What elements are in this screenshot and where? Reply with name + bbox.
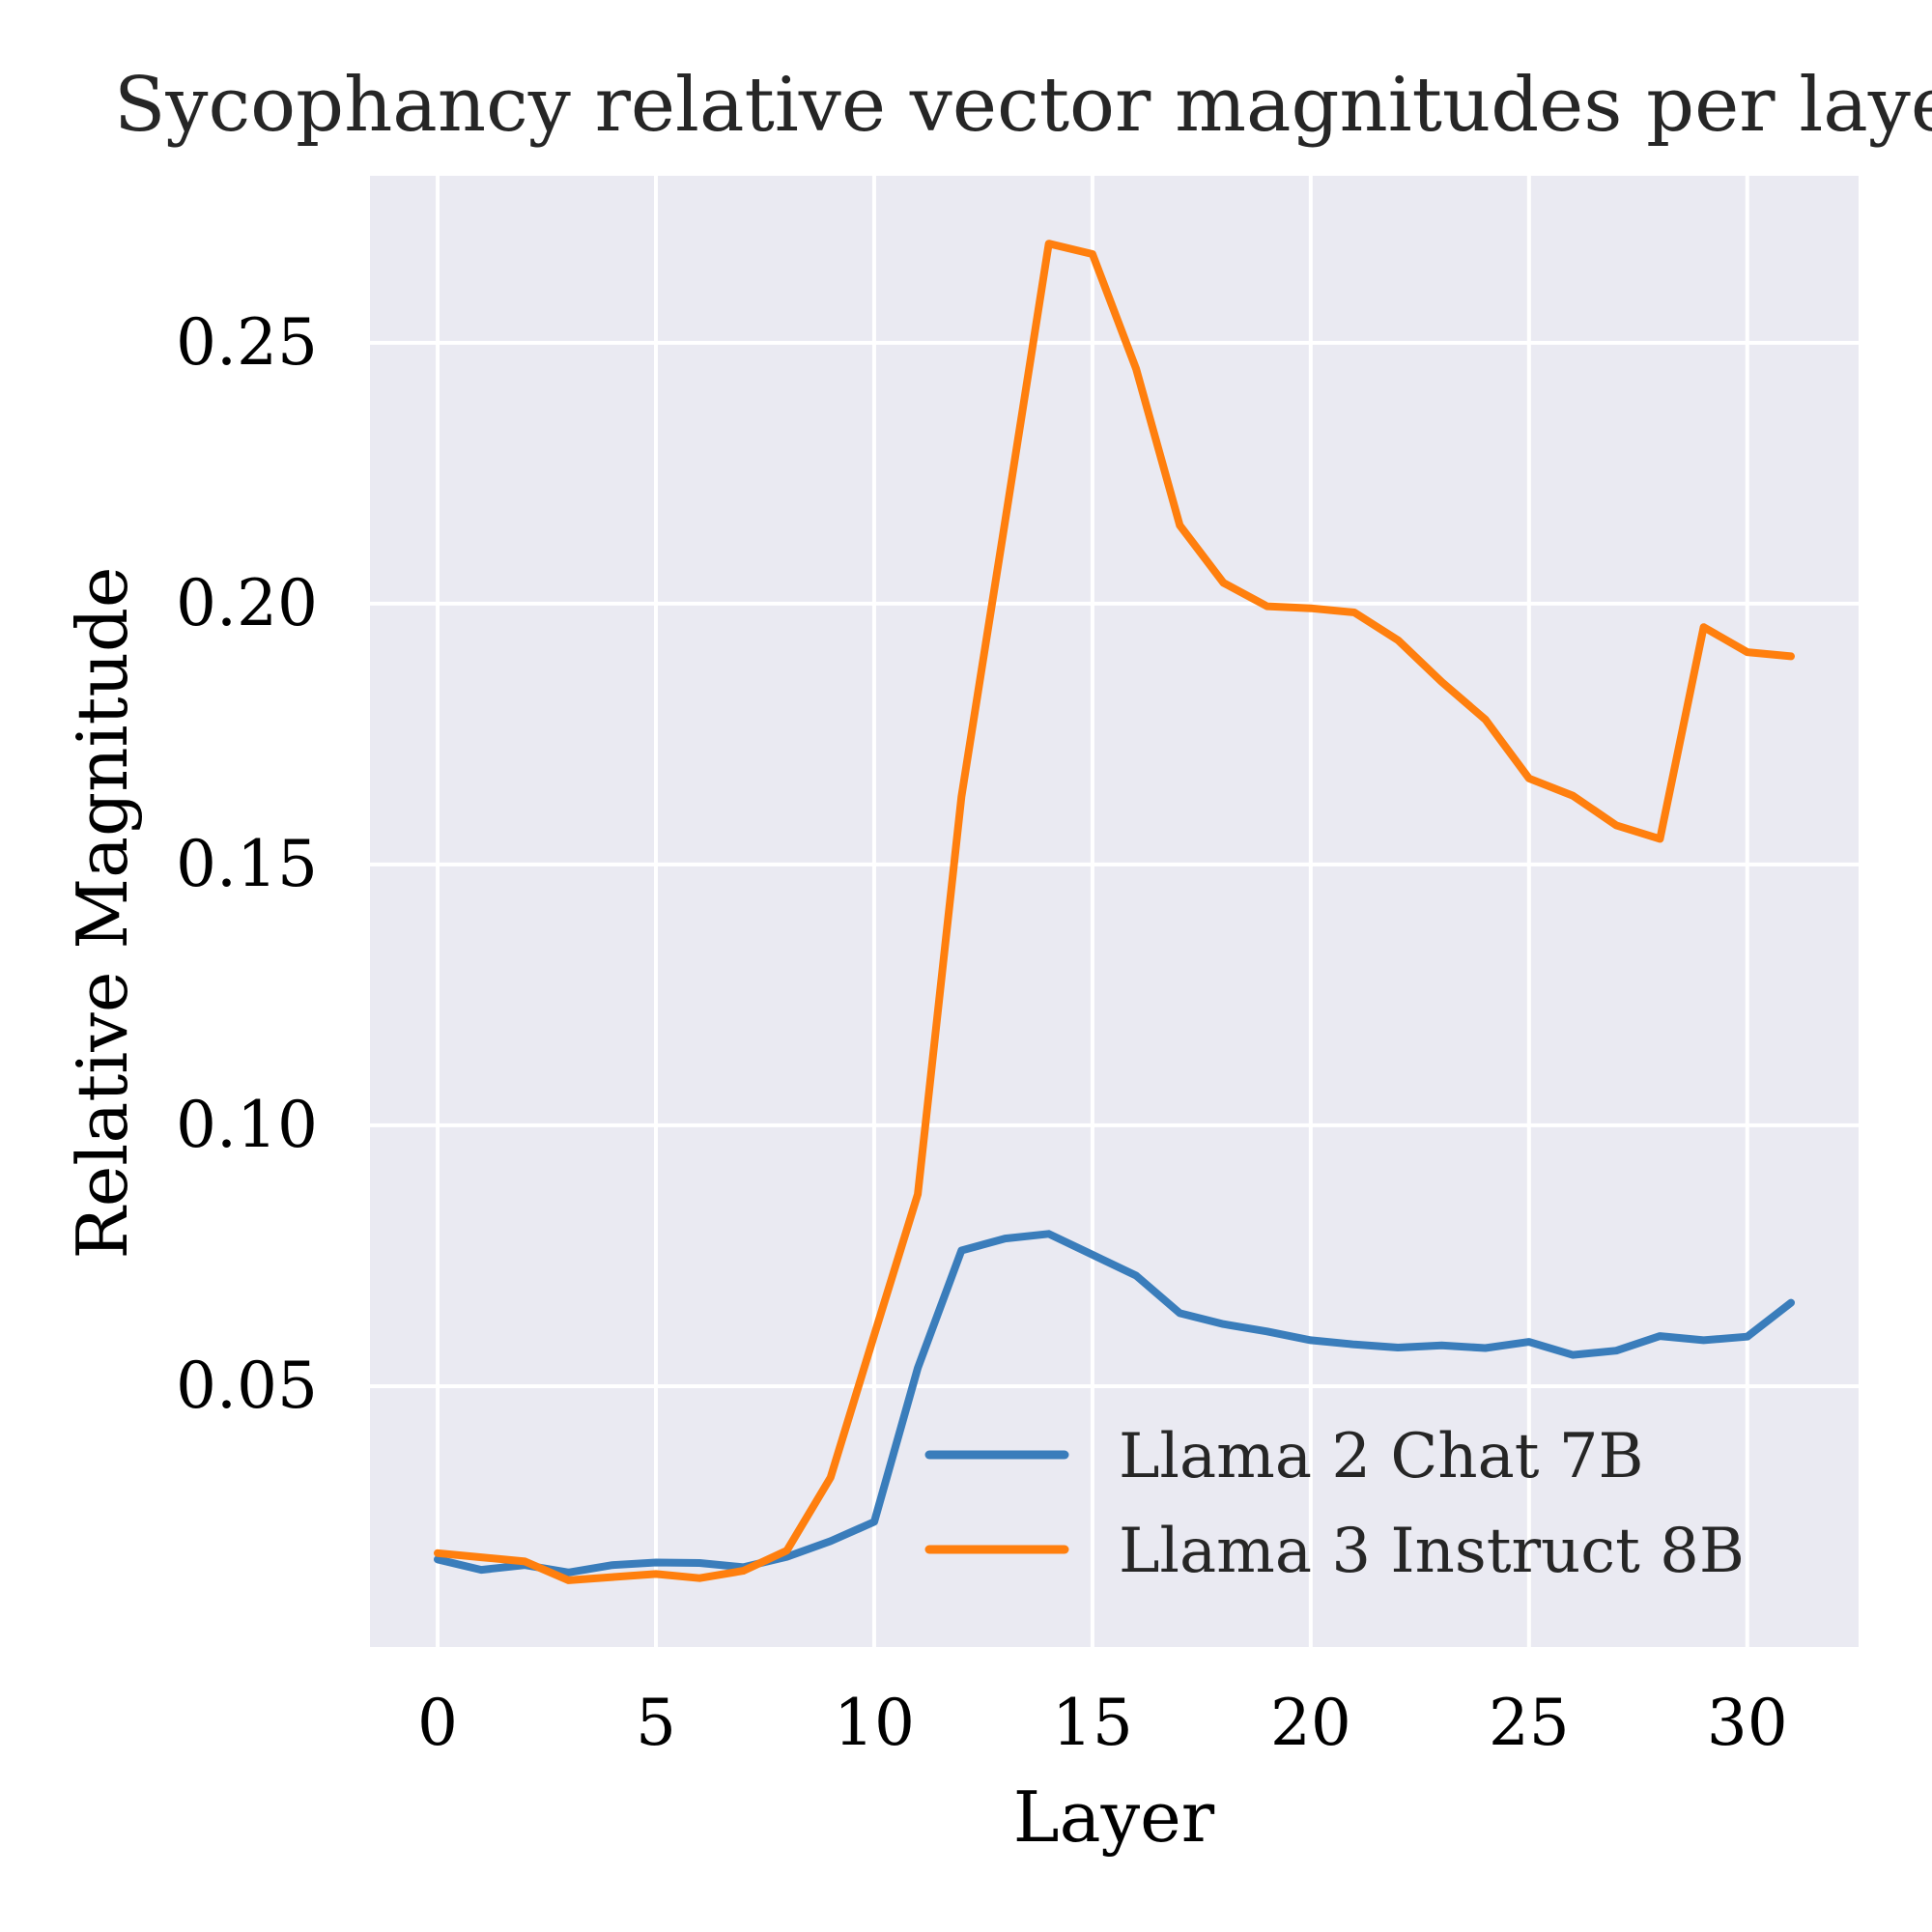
- y-tick-label: 0.05: [176, 1349, 318, 1423]
- x-tick-label: 20: [1270, 1686, 1351, 1760]
- x-tick-label: 0: [417, 1686, 458, 1760]
- x-tick-label: 25: [1489, 1686, 1570, 1760]
- x-tick-label: 15: [1052, 1686, 1133, 1760]
- x-ticks: 0 5 10 15 20 25 30: [417, 1686, 1788, 1760]
- y-tick-label: 0.25: [176, 305, 318, 380]
- series-lines: [434, 240, 1795, 1584]
- chart-title: Sycophancy relative vector magnitudes pe…: [114, 62, 1932, 149]
- x-tick-label: 10: [834, 1686, 915, 1760]
- y-ticks: 0.05 0.10 0.15 0.20 0.25: [176, 305, 318, 1423]
- grid: [370, 176, 1859, 1647]
- x-tick-label: 30: [1707, 1686, 1788, 1760]
- legend-label-llama-3: Llama 3 Instruct 8B: [1119, 1516, 1745, 1587]
- plot-background: [370, 176, 1859, 1647]
- y-tick-label: 0.10: [176, 1088, 318, 1162]
- legend: Llama 2 Chat 7B Llama 3 Instruct 8B: [924, 1421, 1745, 1587]
- x-axis-label: Layer: [1013, 1776, 1215, 1858]
- y-axis-label: Relative Magnitude: [62, 566, 143, 1259]
- y-tick-label: 0.20: [176, 566, 318, 640]
- series-line-llama-3-instruct-8b: [434, 240, 1795, 1584]
- x-tick-label: 5: [636, 1686, 676, 1760]
- legend-label-llama-2: Llama 2 Chat 7B: [1119, 1421, 1644, 1492]
- series-line-llama-2-chat-7b: [434, 1230, 1795, 1577]
- y-tick-label: 0.15: [176, 827, 318, 901]
